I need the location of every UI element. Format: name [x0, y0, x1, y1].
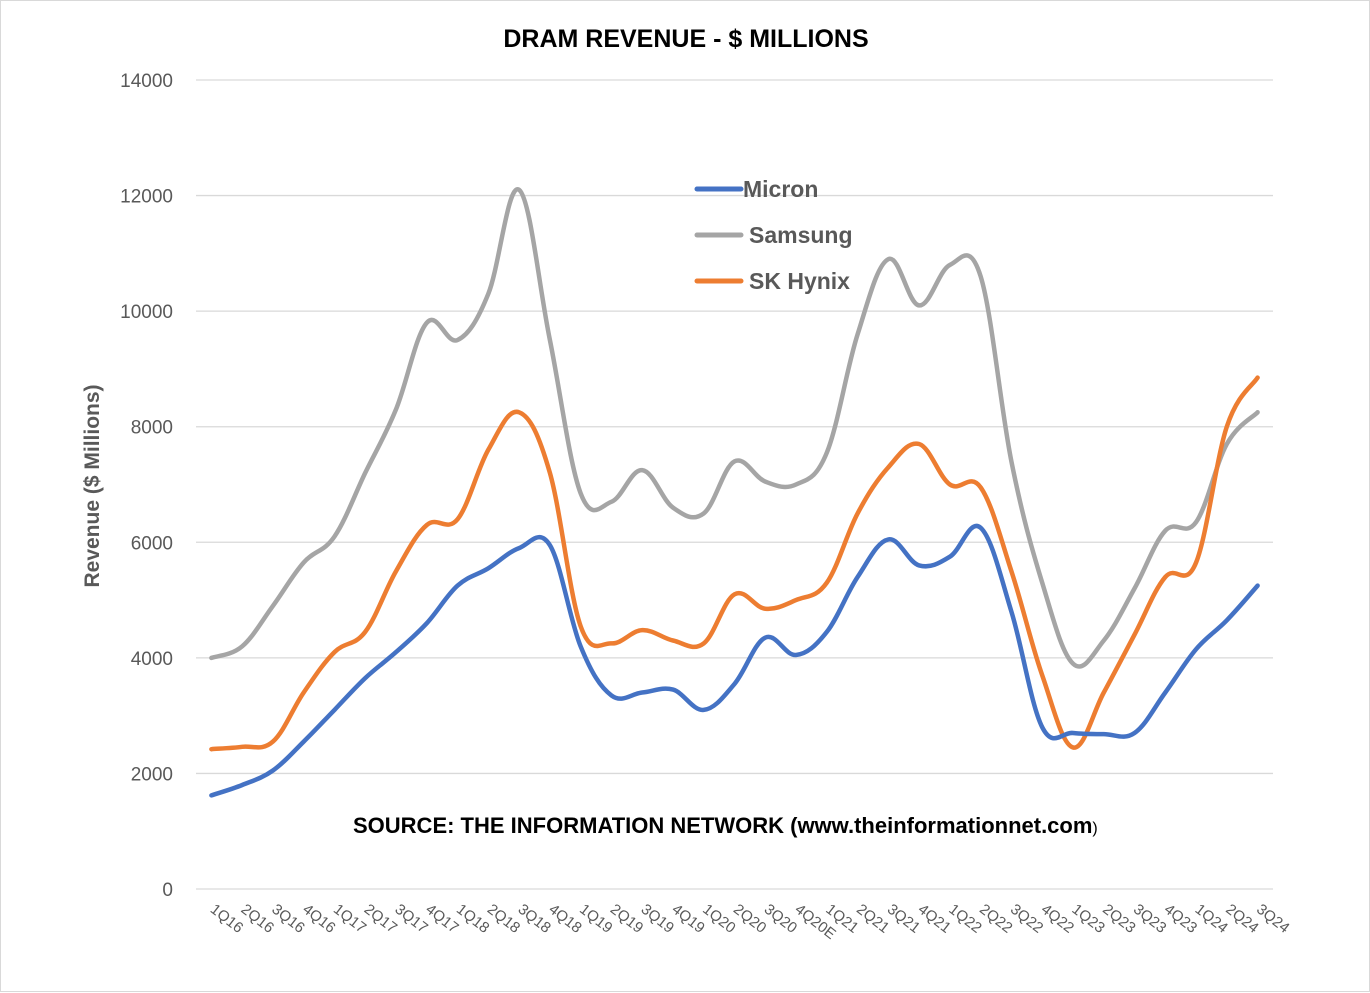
legend-label-samsung: Samsung — [749, 222, 853, 248]
y-tick-label: 8000 — [131, 418, 173, 439]
x-tick-label: 4Q17 — [422, 901, 461, 937]
x-tick-label: 1Q22 — [945, 901, 984, 937]
x-tick-label: 2Q22 — [976, 901, 1015, 937]
x-tick-label: 3Q19 — [638, 901, 677, 937]
x-tick-label: 2Q21 — [853, 901, 892, 937]
x-tick-label: 2Q18 — [484, 901, 523, 937]
x-tick-label: 4Q19 — [668, 901, 707, 937]
x-tick-label: 3Q20 — [761, 901, 800, 937]
legend-label-sk-hynix: SK Hynix — [749, 268, 850, 294]
x-tick-label: 2Q17 — [361, 901, 400, 937]
y-tick-label: 12000 — [120, 187, 173, 208]
source-note-closing: ) — [1092, 820, 1097, 837]
x-tick-label: 3Q24 — [1253, 901, 1292, 937]
series-line-micron — [209, 523, 1260, 798]
y-tick-label: 0 — [162, 880, 173, 901]
x-tick-label: 3Q16 — [268, 901, 307, 937]
y-tick-label: 10000 — [120, 302, 173, 323]
x-tick-label: 4Q16 — [299, 901, 338, 937]
series-lines — [209, 187, 1260, 798]
x-tick-label: 1Q23 — [1069, 901, 1108, 937]
x-tick-label: 4Q23 — [1161, 901, 1200, 937]
x-tick-label: 3Q18 — [515, 901, 554, 937]
source-note-text: SOURCE: THE INFORMATION NETWORK (www.the… — [353, 813, 1092, 838]
x-tick-label: 2Q20 — [730, 901, 769, 937]
x-tick-label: 1Q24 — [1192, 901, 1231, 937]
y-tick-label: 6000 — [131, 533, 173, 554]
legend: Micron Samsung SK Hynix — [694, 176, 853, 294]
x-tick-label: 1Q19 — [576, 901, 615, 937]
x-tick-label: 4Q22 — [1038, 901, 1077, 937]
x-axis-ticks: 1Q162Q163Q164Q161Q172Q173Q174Q171Q182Q18… — [207, 901, 1293, 943]
y-axis-ticks: 0 2000 4000 6000 8000 10000 12000 14000 — [120, 71, 173, 901]
x-tick-label: 4Q21 — [915, 901, 954, 937]
x-tick-label: 1Q17 — [330, 901, 369, 937]
x-tick-label: 2Q19 — [607, 901, 646, 937]
x-tick-label: 2Q24 — [1222, 901, 1261, 937]
x-tick-label: 3Q21 — [884, 901, 923, 937]
legend-label-micron: Micron — [743, 176, 818, 202]
x-tick-label: 1Q18 — [453, 901, 492, 937]
chart-title: DRAM REVENUE - $ MILLIONS — [503, 25, 868, 53]
series-line-samsung — [209, 187, 1260, 669]
gridlines — [196, 79, 1273, 890]
y-tick-label: 2000 — [131, 764, 173, 785]
x-tick-label: 3Q23 — [1130, 901, 1169, 937]
source-note: SOURCE: THE INFORMATION NETWORK (www.the… — [353, 813, 1098, 838]
y-axis-label: Revenue ($ Millions) — [81, 384, 104, 587]
x-tick-label: 4Q18 — [545, 901, 584, 937]
series-line-sk-hynix — [209, 375, 1260, 752]
x-tick-label: 3Q22 — [1007, 901, 1046, 937]
x-tick-label: 1Q20 — [699, 901, 738, 937]
x-tick-label: 2Q23 — [1099, 901, 1138, 937]
y-tick-label: 14000 — [120, 71, 173, 92]
x-tick-label: 3Q17 — [392, 901, 431, 937]
y-tick-label: 4000 — [131, 649, 173, 670]
x-tick-label: 1Q16 — [207, 901, 246, 937]
x-tick-label: 2Q16 — [238, 901, 277, 937]
